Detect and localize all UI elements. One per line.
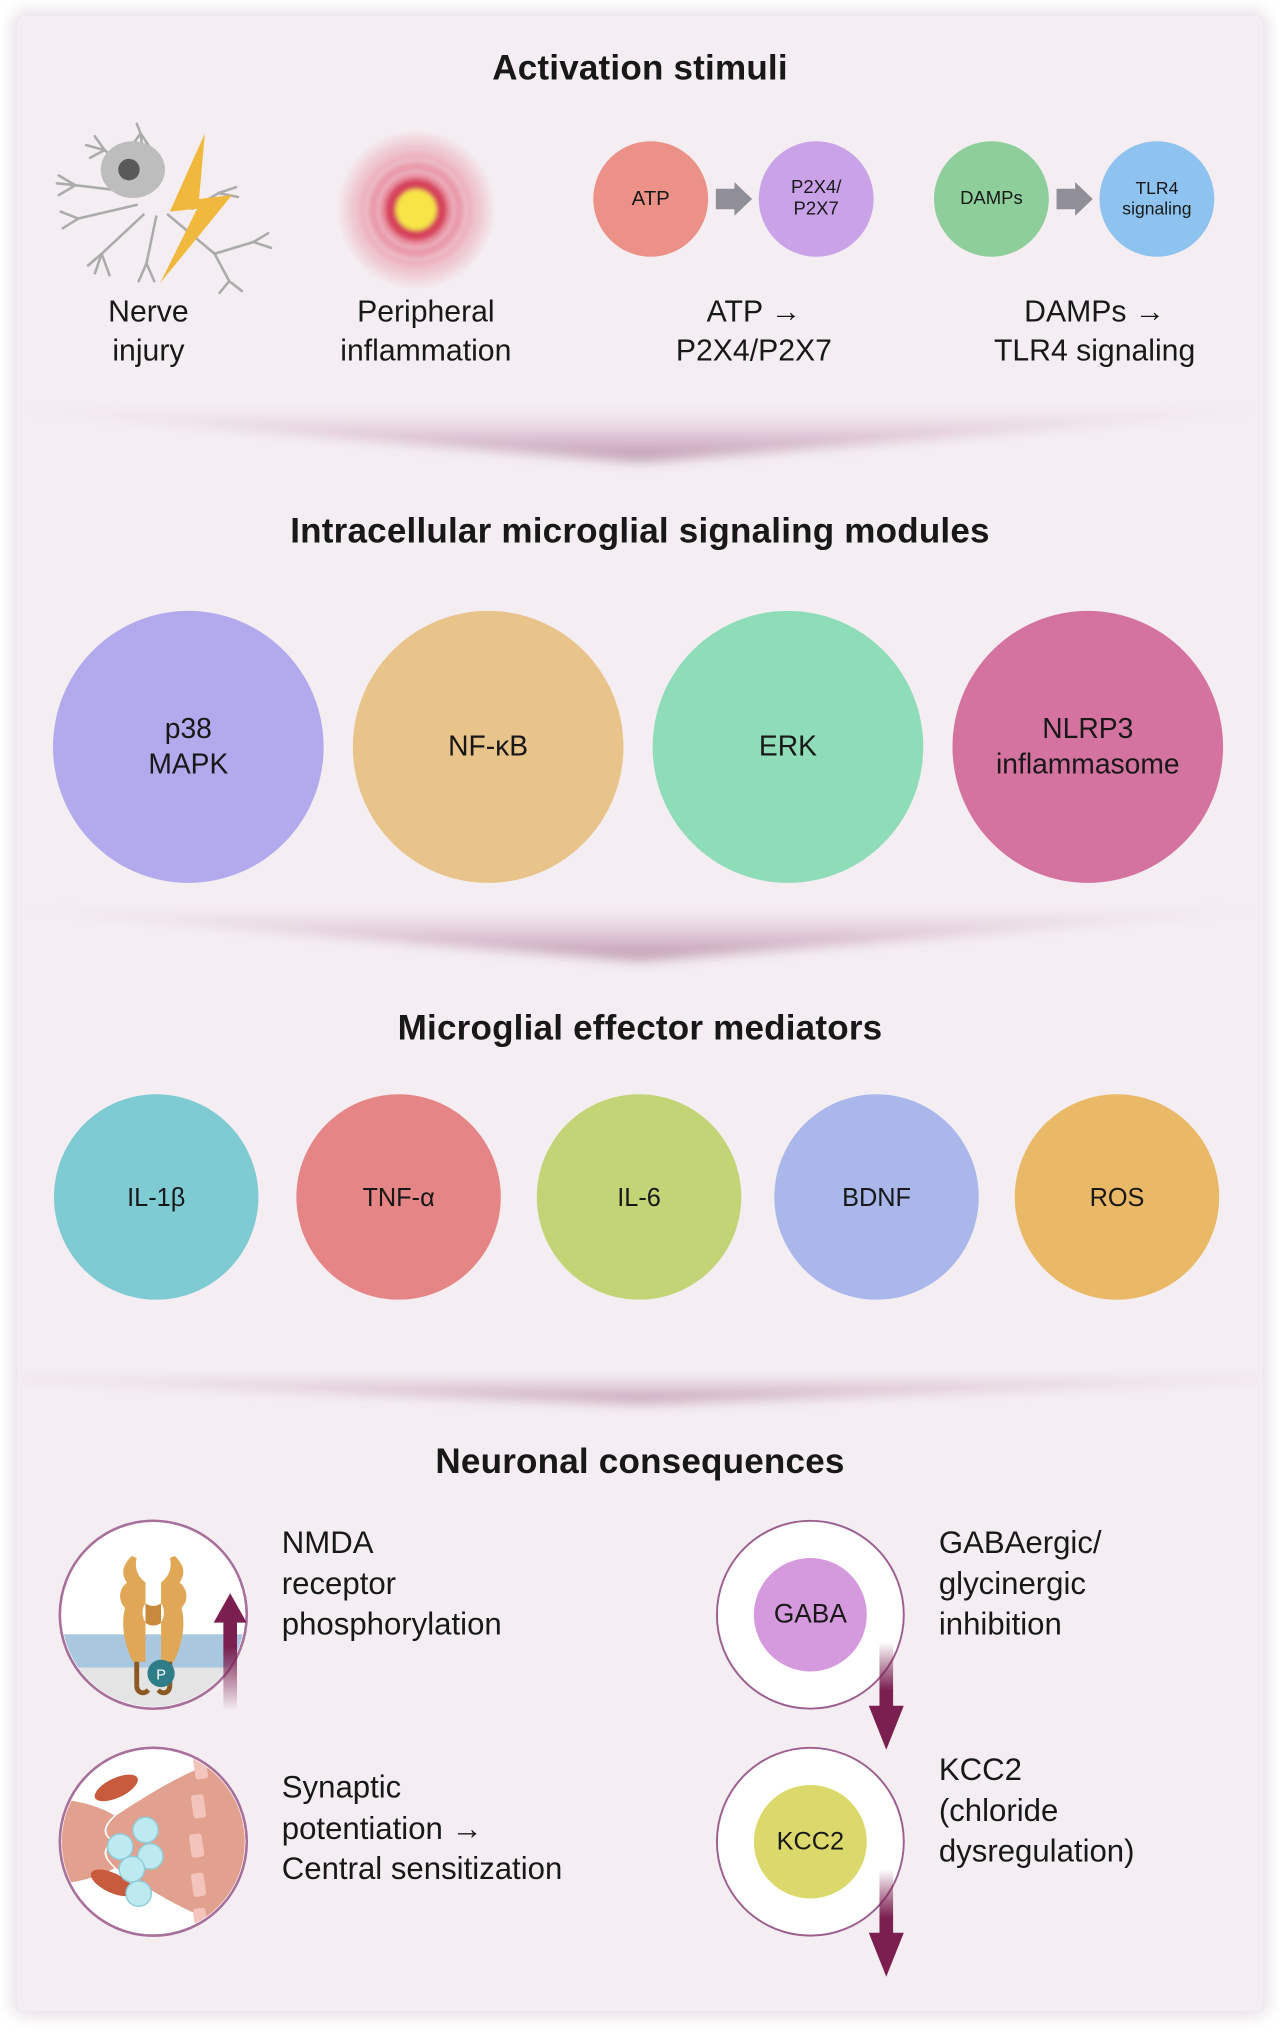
svg-text:KCC2: KCC2: [777, 1828, 844, 1856]
svg-text:P: P: [156, 1667, 166, 1683]
svg-text:GABA: GABA: [774, 1599, 847, 1629]
